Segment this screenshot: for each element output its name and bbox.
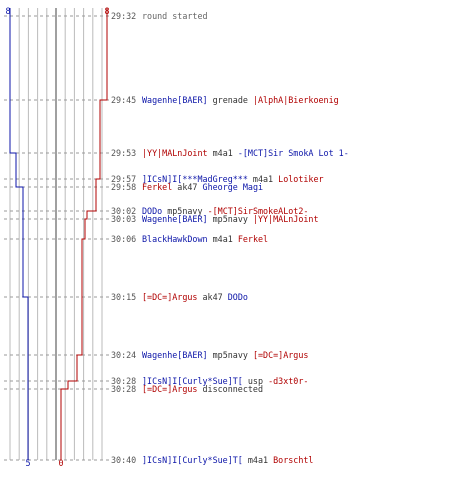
weapon-name: usp xyxy=(243,376,268,386)
event-row: BlackHawkDown m4a1 Ferkel xyxy=(142,234,268,244)
event-time: 29:45 xyxy=(111,95,136,105)
event-row: ]ICsN]I[Curly*Sue]T[ m4a1 Borschtl xyxy=(142,455,313,465)
victim-name: -[MCT]Sir SmokA Lot 1- xyxy=(238,148,349,158)
victim-name: Lolotiker xyxy=(278,174,323,184)
weapon-name: mp5navy xyxy=(208,350,253,360)
killer-name: Wagenhe[BAER] xyxy=(142,214,208,224)
event-row: [=DC=]Argus disconnected xyxy=(142,384,263,394)
victim-name: |YY|MALnJoint xyxy=(253,214,319,224)
event-row: |YY|MALnJoint m4a1 -[MCT]Sir SmokA Lot 1… xyxy=(142,148,349,158)
killer-name: ]ICsN]I[***MadGreg*** xyxy=(142,174,248,184)
victim-name: Gheorge Magi xyxy=(203,182,264,192)
event-row: ]ICsN]I[Curly*Sue]T[ usp -d3xt0r- xyxy=(142,376,308,386)
weapon-name: mp5navy xyxy=(208,214,253,224)
victim-name: -d3xt0r- xyxy=(268,376,308,386)
event-list: 29:32 round started 29:45 Wagenhe[BAER] gre… xyxy=(111,11,349,465)
killer-name: DODo xyxy=(142,206,162,216)
killer-name: Wagenhe[BAER] xyxy=(142,350,208,360)
event-row: ]ICsN]I[***MadGreg*** m4a1 Lolotiker xyxy=(142,174,324,184)
weapon-name: m4a1 xyxy=(208,234,238,244)
event-time: 30:06 xyxy=(111,234,136,244)
event-note: round started xyxy=(142,11,208,21)
victim-name: -[MCT]SirSmokeALot2- xyxy=(208,206,309,216)
event-row: [=DC=]Argus ak47 DODo xyxy=(142,292,248,302)
alive-count-steps xyxy=(9,8,108,460)
event-time: 29:32 xyxy=(111,11,136,21)
red-start-count: 8 xyxy=(104,6,109,16)
victim-name: DODo xyxy=(228,292,248,302)
event-time: 30:28 xyxy=(111,384,136,394)
killer-name: ]ICsN]I[Curly*Sue]T[ xyxy=(142,376,243,386)
killer-name: ]ICsN]I[Curly*Sue]T[ xyxy=(142,455,243,465)
victim-name: |AlphA|Bierkoenig xyxy=(253,95,339,105)
weapon-name: ak47 xyxy=(172,182,202,192)
killer-name: Wagenhe[BAER] xyxy=(142,95,208,105)
killer-name: |YY|MALnJoint xyxy=(142,148,208,158)
event-time: 30:15 xyxy=(111,292,136,302)
player-name: [=DC=]Argus xyxy=(142,384,197,394)
event-time: 30:40 xyxy=(111,455,136,465)
event-row: round started xyxy=(142,11,208,21)
weapon-name: ak47 xyxy=(197,292,227,302)
event-status: disconnected xyxy=(197,384,263,394)
event-time: 29:57 xyxy=(111,174,136,184)
event-row: Wagenhe[BAER] grenade |AlphA|Bierkoenig xyxy=(142,95,339,105)
event-row: DODo mp5navy -[MCT]SirSmokeALot2- xyxy=(142,206,308,216)
event-row: Ferkel ak47 Gheorge Magi xyxy=(142,182,263,192)
red-end-count: 0 xyxy=(58,458,63,468)
event-row: Wagenhe[BAER] mp5navy |YY|MALnJoint xyxy=(142,214,319,224)
weapon-name: m4a1 xyxy=(208,148,238,158)
weapon-name: m4a1 xyxy=(243,455,273,465)
event-time: 30:24 xyxy=(111,350,136,360)
killer-name: Ferkel xyxy=(142,182,172,192)
weapon-name: m4a1 xyxy=(248,174,278,184)
red-team-alive-line xyxy=(60,8,108,460)
killer-name: BlackHawkDown xyxy=(142,234,208,244)
victim-name: Ferkel xyxy=(238,234,268,244)
victim-name: [=DC=]Argus xyxy=(253,350,308,360)
timeline-grid xyxy=(4,8,109,461)
event-time: 29:58 xyxy=(111,182,136,192)
blue-team-alive-line xyxy=(9,8,29,460)
event-time: 30:02 xyxy=(111,206,136,216)
event-time: 30:03 xyxy=(111,214,136,224)
victim-name: Borschtl xyxy=(273,455,313,465)
weapon-name: grenade xyxy=(208,95,253,105)
weapon-name: mp5navy xyxy=(162,206,207,216)
killer-name: [=DC=]Argus xyxy=(142,292,197,302)
event-time: 30:28 xyxy=(111,376,136,386)
event-row: Wagenhe[BAER] mp5navy [=DC=]Argus xyxy=(142,350,308,360)
blue-end-count: 5 xyxy=(25,458,30,468)
blue-start-count: 8 xyxy=(5,6,10,16)
event-time: 29:53 xyxy=(111,148,136,158)
